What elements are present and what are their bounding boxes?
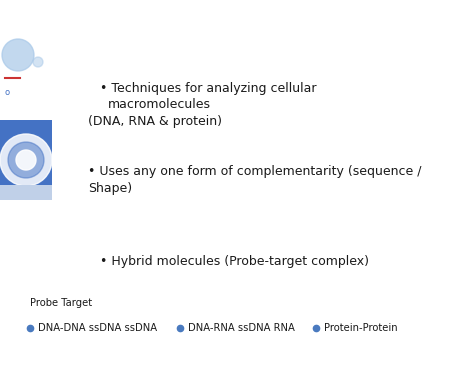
Text: • Hybrid molecules (Probe-target complex): • Hybrid molecules (Probe-target complex…	[100, 255, 369, 268]
Circle shape	[33, 57, 43, 67]
Text: macromolecules: macromolecules	[108, 98, 211, 111]
Text: Shape): Shape)	[88, 182, 132, 195]
Text: • Uses any one form of complementarity (sequence /: • Uses any one form of complementarity (…	[88, 165, 421, 178]
Text: o: o	[5, 88, 10, 97]
Circle shape	[8, 142, 44, 178]
Bar	[0, 185, 52, 200]
Text: DNA-DNA ssDNA ssDNA: DNA-DNA ssDNA ssDNA	[38, 323, 157, 333]
Text: Probe Target: Probe Target	[30, 298, 92, 308]
Circle shape	[16, 150, 36, 170]
Text: (DNA, RNA & protein): (DNA, RNA & protein)	[88, 115, 222, 128]
Text: DNA-RNA ssDNA RNA: DNA-RNA ssDNA RNA	[188, 323, 295, 333]
Text: • Techniques for analyzing cellular: • Techniques for analyzing cellular	[100, 82, 317, 95]
Circle shape	[2, 39, 34, 71]
Circle shape	[0, 134, 52, 186]
Text: Protein-Protein: Protein-Protein	[324, 323, 398, 333]
Bar	[0, 120, 52, 200]
